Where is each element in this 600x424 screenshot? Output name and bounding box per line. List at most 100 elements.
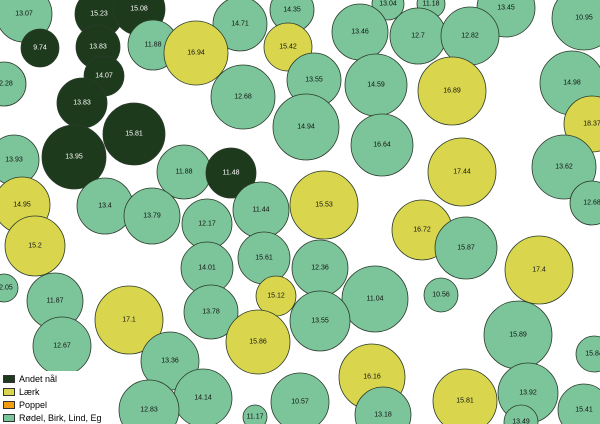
tree-crown: 15.81	[102, 102, 166, 166]
tree-circle	[183, 284, 239, 340]
tree-height-label: 13.45	[497, 5, 515, 12]
tree-crown: 12.67	[32, 316, 92, 376]
tree-height-label: 12.17	[198, 221, 216, 228]
tree-height-label: 15.42	[279, 44, 297, 51]
tree-crown: 14.59	[344, 53, 408, 117]
tree-height-label: 15.89	[509, 332, 527, 339]
tree-crown: 15.89	[483, 300, 553, 370]
tree-circle	[504, 235, 574, 305]
tree-crown: 10.56	[423, 277, 459, 313]
legend-label-laerk: Lærk	[19, 386, 40, 397]
tree-height-label: 15.61	[255, 255, 273, 262]
tree-height-label: 11.48	[223, 170, 240, 177]
legend-label-rodel-birk-lind-eg: Rødel, Birk, Lind, Eg	[19, 412, 102, 423]
tree-height-label: 14.14	[194, 395, 212, 402]
tree-height-label: 13.07	[15, 11, 33, 18]
tree-crown: 12.05	[0, 273, 19, 303]
tree-height-label: 14.01	[198, 265, 216, 272]
tree-height-label: 13.83	[73, 100, 91, 107]
tree-height-label: 14.59	[367, 82, 385, 89]
tree-height-label: 12.05	[0, 285, 13, 292]
tree-circle	[102, 102, 166, 166]
tree-height-label: 13.4	[98, 203, 112, 210]
tree-crown: 12.7	[389, 7, 447, 65]
tree-height-label: 15.81	[125, 131, 143, 138]
tree-crown: 13.55	[289, 290, 351, 352]
tree-crown: 11.48	[205, 147, 257, 199]
tree-height-label: 13.46	[351, 29, 369, 36]
tree-circle	[354, 386, 412, 424]
tree-crown: 13.95	[41, 124, 107, 190]
tree-circle	[118, 379, 180, 424]
tree-crown: 12.36	[291, 239, 349, 297]
tree-height-label: 16.72	[413, 227, 431, 234]
tree-height-label: 15.08	[130, 6, 148, 13]
tree-height-label: 13.62	[555, 164, 573, 171]
tree-height-label: 11.87	[47, 298, 64, 305]
tree-height-label: 10.95	[575, 15, 593, 22]
tree-height-label: 16.94	[187, 50, 205, 57]
tree-height-label: 13.55	[311, 318, 329, 325]
tree-circle	[270, 372, 330, 424]
legend-label-andet-nal: Andet nål	[19, 373, 58, 384]
tree-circle	[427, 137, 497, 207]
tree-height-label: 15.87	[457, 245, 475, 252]
tree-height-label: 14.71	[231, 21, 249, 28]
tree-height-label: 13.83	[89, 44, 107, 51]
tree-circle	[557, 383, 600, 424]
tree-crown: 17.1	[94, 285, 164, 355]
tree-crown: 16.94	[163, 20, 229, 86]
tree-crown: 15.86	[225, 309, 291, 375]
tree-height-label: 17.44	[453, 169, 471, 176]
tree-crown: 12.68	[569, 180, 600, 226]
tree-crown: 13.46	[331, 3, 389, 61]
tree-crown: 15.84	[575, 335, 600, 373]
tree-height-label: 12.67	[53, 343, 71, 350]
tree-crown: 15.53	[289, 170, 359, 240]
tree-circle	[423, 277, 459, 313]
tree-crown: 15.61	[237, 231, 291, 285]
tree-circle	[41, 124, 107, 190]
tree-height-label: 12.36	[311, 265, 329, 272]
tree-height-label: 15.23	[90, 11, 108, 18]
tree-height-label: 15.81	[456, 398, 474, 405]
tree-crown: 13.55	[286, 52, 342, 108]
tree-circle	[350, 113, 414, 177]
tree-circle	[289, 290, 351, 352]
tree-crown: 11.44	[232, 181, 290, 239]
tree-height-label: 11.04	[367, 296, 384, 303]
tree-crown: 17.4	[504, 235, 574, 305]
tree-height-label: 12.83	[140, 407, 158, 414]
tree-crown: 15.81	[432, 368, 498, 424]
tree-height-label: 13.79	[143, 213, 161, 220]
tree-crown: 12.28	[0, 61, 27, 107]
tree-crown: 16.89	[417, 56, 487, 126]
tree-circle	[551, 0, 600, 51]
tree-height-label: 13.78	[202, 309, 220, 316]
tree-circle	[0, 273, 19, 303]
tree-height-label: 16.89	[443, 88, 461, 95]
legend-item-andet-nal: Andet nål	[3, 373, 57, 384]
tree-crown: 13.4	[76, 177, 134, 235]
tree-crown: 13.78	[183, 284, 239, 340]
legend-item-rodel-birk-lind-eg: Rødel, Birk, Lind, Eg	[3, 412, 102, 423]
legend-swatch-poppel	[3, 400, 15, 409]
tree-circle	[289, 170, 359, 240]
tree-height-label: 12.7	[411, 33, 425, 40]
tree-circle	[205, 147, 257, 199]
tree-crown: 9.74	[20, 28, 60, 68]
tree-height-label: 12.28	[0, 81, 13, 88]
legend-item-poppel: Poppel	[3, 399, 47, 410]
tree-height-label: 12.68	[234, 94, 252, 101]
tree-crown: 14.71	[212, 0, 268, 52]
tree-height-label: 13.93	[5, 157, 23, 164]
tree-circle	[341, 265, 409, 333]
tree-circle	[123, 187, 181, 245]
tree-crown: 13.83	[56, 77, 108, 129]
tree-height-label: 17.4	[532, 267, 546, 274]
legend-swatch-laerk	[3, 387, 15, 396]
tree-crown: 12.68	[210, 64, 276, 130]
tree-height-label: 13.04	[379, 1, 397, 8]
tree-height-label: 10.56	[432, 292, 450, 299]
tree-height-label: 16.64	[373, 142, 391, 149]
